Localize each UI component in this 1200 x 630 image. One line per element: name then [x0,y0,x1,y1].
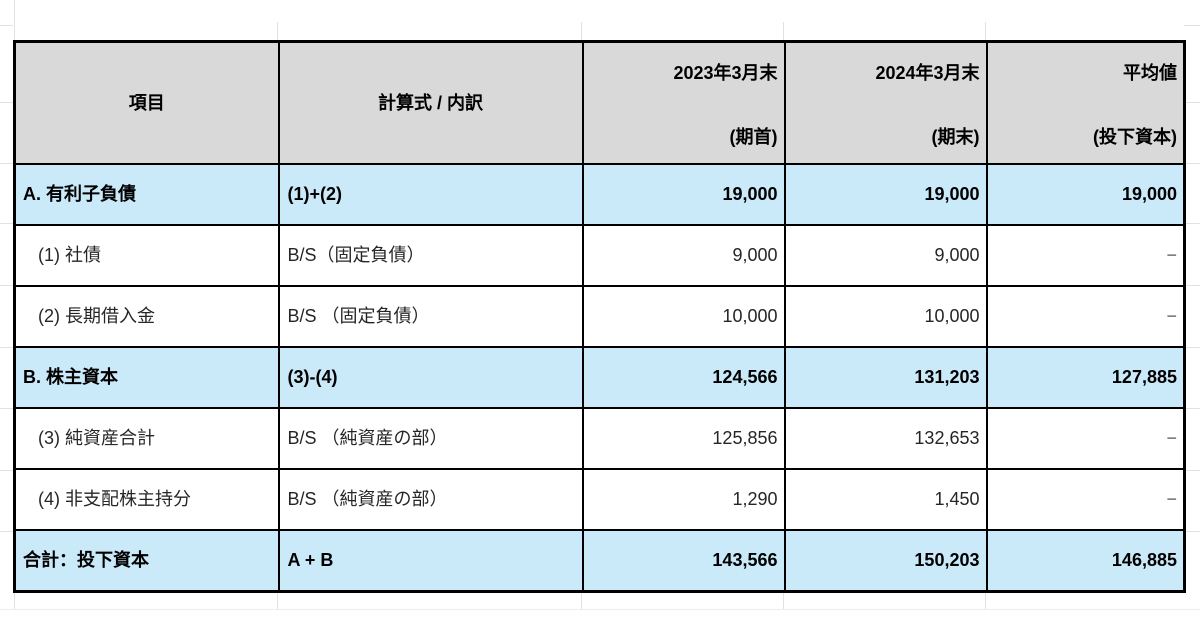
average-cell: − [985,407,1186,470]
average-cell: − [985,224,1186,287]
excel-gridline [783,592,784,609]
item-cell: (4) 非支配株主持分 [13,468,280,531]
excel-gridline [1184,408,1200,409]
formula-cell: B/S （純資産の部） [277,468,584,531]
excel-gridline [783,22,784,40]
row-long-term-loans: (2) 長期借入金 B/S （固定負債） 10,000 10,000 − [13,285,1186,348]
excel-gridline [0,347,13,348]
period2-cell: 131,203 [783,346,988,409]
excel-gridline [0,609,1200,610]
average-cell: 19,000 [985,163,1186,226]
period2-cell: 10,000 [783,285,988,348]
header-row: 項目 計算式 / 内訳 2023年3月末 (期首) 2024年3月末 (期末) [13,40,1186,165]
header-period2-note: (期末) [931,126,980,147]
row-shareholders-equity: B. 株主資本 (3)-(4) 124,566 131,203 127,885 [13,346,1186,409]
average-cell: 127,885 [985,346,1186,409]
excel-gridline [0,531,13,532]
excel-gridline [1184,470,1200,471]
excel-gridline [1184,25,1200,26]
excel-gridline [1184,347,1200,348]
period1-cell: 19,000 [581,163,786,226]
excel-gridline [0,470,13,471]
period1-cell: 1,290 [581,468,786,531]
item-cell: 合計：投下資本 [13,529,280,592]
header-average-note: (投下資本) [1093,126,1177,147]
period1-cell: 9,000 [581,224,786,287]
header-period1-note: (期首) [729,126,778,147]
formula-cell: A + B [277,529,584,592]
header-item: 項目 [13,40,280,165]
period2-cell: 1,450 [783,468,988,531]
formula-cell: (1)+(2) [277,163,584,226]
header-average-label: 平均値 [1123,63,1177,83]
period1-cell: 125,856 [581,407,786,470]
row-bonds: (1) 社債 B/S（固定負債） 9,000 9,000 − [13,224,1186,287]
header-formula: 計算式 / 内訳 [277,40,584,165]
formula-cell: B/S （純資産の部） [277,407,584,470]
excel-gridline [14,0,15,40]
excel-gridline [1184,163,1200,164]
excel-gridline [1184,102,1200,103]
excel-gridline [985,22,986,40]
excel-gridline [277,592,278,609]
excel-gridline [0,408,13,409]
row-interest-bearing-debt: A. 有利子負債 (1)+(2) 19,000 19,000 19,000 [13,163,1186,226]
formula-cell: B/S （固定負債） [277,285,584,348]
excel-gridline [0,102,13,103]
excel-gridline [985,592,986,609]
header-average: 平均値 (投下資本) [985,40,1186,165]
row-non-controlling-interests: (4) 非支配株主持分 B/S （純資産の部） 1,290 1,450 − [13,468,1186,531]
period1-cell: 10,000 [581,285,786,348]
header-period2: 2024年3月末 (期末) [783,40,988,165]
excel-gridline [14,592,15,609]
item-cell: (2) 長期借入金 [13,285,280,348]
average-cell: 146,885 [985,529,1186,592]
formula-cell: B/S（固定負債） [277,224,584,287]
header-period1: 2023年3月末 (期首) [581,40,786,165]
excel-gridline [1184,285,1200,286]
header-period1-date: 2023年3月末 [673,63,778,83]
period1-cell: 124,566 [581,346,786,409]
item-cell: B. 株主資本 [13,346,280,409]
period2-cell: 132,653 [783,407,988,470]
excel-gridline [581,22,582,40]
excel-gridline [1184,531,1200,532]
average-cell: − [985,285,1186,348]
excel-gridline [0,163,13,164]
excel-gridline [0,285,13,286]
header-period2-date: 2024年3月末 [875,63,980,83]
item-cell: (3) 純資産合計 [13,407,280,470]
excel-gridline [277,22,278,40]
excel-gridline [1184,223,1200,224]
period2-cell: 150,203 [783,529,988,592]
excel-gridline [581,592,582,609]
average-cell: − [985,468,1186,531]
formula-cell: (3)-(4) [277,346,584,409]
item-cell: (1) 社債 [13,224,280,287]
excel-gridline [0,25,13,26]
excel-gridline [0,223,13,224]
period2-cell: 9,000 [783,224,988,287]
invested-capital-table: 項目 計算式 / 内訳 2023年3月末 (期首) 2024年3月末 (期末) [13,40,1186,593]
period1-cell: 143,566 [581,529,786,592]
row-total-invested-capital: 合計：投下資本 A + B 143,566 150,203 146,885 [13,529,1186,592]
row-net-assets-total: (3) 純資産合計 B/S （純資産の部） 125,856 132,653 − [13,407,1186,470]
period2-cell: 19,000 [783,163,988,226]
item-cell: A. 有利子負債 [13,163,280,226]
